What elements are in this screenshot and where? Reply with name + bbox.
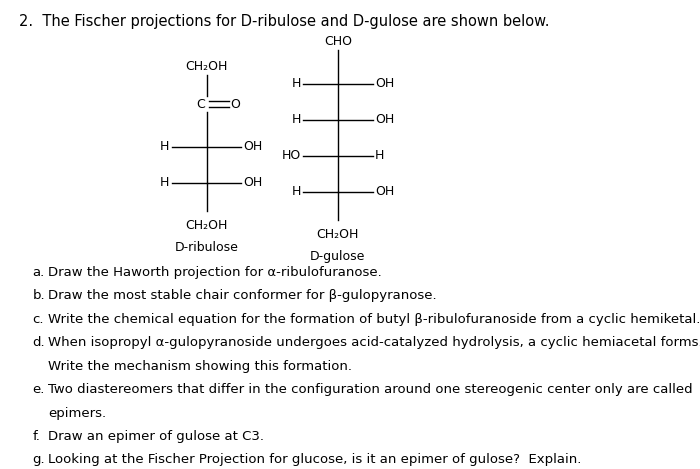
Text: D-gulose: D-gulose: [310, 250, 365, 263]
Text: CHO: CHO: [324, 35, 352, 48]
Text: OH: OH: [375, 185, 394, 198]
Text: Draw the most stable chair conformer for β-gulopyranose.: Draw the most stable chair conformer for…: [48, 289, 437, 303]
Text: Write the mechanism showing this formation.: Write the mechanism showing this formati…: [48, 360, 352, 373]
Text: Draw the Haworth projection for α-ribulofuranose.: Draw the Haworth projection for α-ribulo…: [48, 266, 382, 279]
Text: Draw an epimer of gulose at C3.: Draw an epimer of gulose at C3.: [48, 430, 265, 443]
Text: OH: OH: [244, 176, 262, 189]
Text: CH₂OH: CH₂OH: [186, 60, 228, 73]
Text: Looking at the Fischer Projection for glucose, is it an epimer of gulose?  Expla: Looking at the Fischer Projection for gl…: [48, 454, 582, 466]
Text: H: H: [375, 149, 384, 162]
Text: OH: OH: [375, 113, 394, 126]
Text: C: C: [196, 98, 204, 111]
Text: epimers.: epimers.: [48, 407, 106, 419]
Text: O: O: [231, 98, 241, 111]
Text: H: H: [291, 113, 301, 126]
Text: f.: f.: [32, 430, 40, 443]
Text: e.: e.: [32, 383, 45, 396]
Text: d.: d.: [32, 336, 45, 349]
Text: a.: a.: [32, 266, 45, 279]
Text: When isopropyl α-gulopyranoside undergoes acid-catalyzed hydrolysis, a cyclic he: When isopropyl α-gulopyranoside undergoe…: [48, 336, 700, 349]
Text: H: H: [160, 176, 169, 189]
Text: HO: HO: [281, 149, 301, 162]
Text: Write the chemical equation for the formation of butyl β-ribulofuranoside from a: Write the chemical equation for the form…: [48, 313, 700, 326]
Text: g.: g.: [32, 454, 45, 466]
Text: 2.  The Fischer projections for D-ribulose and D-gulose are shown below.: 2. The Fischer projections for D-ribulos…: [19, 14, 550, 29]
Text: OH: OH: [375, 77, 394, 91]
Text: H: H: [291, 77, 301, 91]
Text: b.: b.: [32, 289, 45, 303]
Text: H: H: [291, 185, 301, 198]
Text: D-ribulose: D-ribulose: [174, 242, 239, 254]
Text: H: H: [160, 140, 169, 153]
Text: CH₂OH: CH₂OH: [186, 219, 228, 232]
Text: Two diastereomers that differ in the configuration around one stereogenic center: Two diastereomers that differ in the con…: [48, 383, 693, 396]
Text: c.: c.: [32, 313, 44, 326]
Text: CH₂OH: CH₂OH: [316, 228, 359, 241]
Text: OH: OH: [244, 140, 262, 153]
